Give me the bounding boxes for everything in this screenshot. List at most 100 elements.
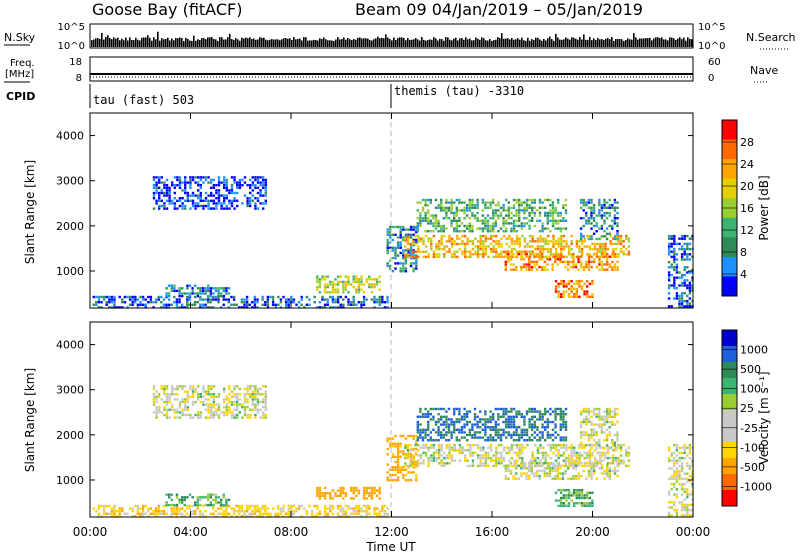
heatmap-cell [245, 303, 249, 306]
heatmap-cell [225, 207, 228, 210]
heatmap-cell [212, 393, 215, 396]
heatmap-cell [209, 306, 212, 309]
heatmap-cell [323, 306, 327, 309]
heatmap-cell [253, 510, 257, 513]
heatmap-cell [445, 245, 449, 248]
heatmap-cell [181, 294, 184, 298]
heatmap-cell [415, 225, 418, 229]
heatmap-cell [508, 237, 511, 240]
nsky-bar [435, 38, 437, 47]
heatmap-cell [512, 224, 516, 228]
heatmap-cell [427, 423, 430, 426]
heatmap-cell [389, 479, 392, 482]
nsky-bar [481, 37, 483, 47]
heatmap-cell [487, 454, 490, 457]
heatmap-cell [326, 515, 329, 518]
heatmap-cell [590, 423, 593, 426]
heatmap-cell [625, 449, 628, 452]
heatmap-cell [344, 283, 348, 286]
nsky-bar [351, 40, 353, 47]
heatmap-cell [554, 436, 557, 439]
heatmap-cell [535, 255, 539, 258]
heatmap-cell [573, 459, 576, 462]
nsky-bar [151, 40, 153, 47]
heatmap-cell [579, 198, 583, 202]
heatmap-cell [176, 411, 179, 414]
heatmap-cell [522, 464, 526, 467]
heatmap-cell [683, 279, 686, 282]
heatmap-cell [412, 257, 415, 260]
heatmap-cell [249, 191, 252, 195]
heatmap-cell [303, 306, 306, 309]
heatmap-cell [189, 207, 192, 210]
power-colorbar-label: Power [dB] [757, 175, 771, 240]
heatmap-cell [331, 497, 335, 500]
heatmap-cell [562, 290, 565, 293]
heatmap-cell [404, 228, 408, 231]
heatmap-cell [531, 439, 534, 442]
heatmap-cell [171, 199, 174, 202]
heatmap-cell [316, 492, 319, 495]
heatmap-cell [592, 232, 596, 235]
heatmap-cell [678, 247, 681, 251]
heatmap-cell [686, 446, 689, 449]
heatmap-cell [212, 178, 215, 182]
heatmap-cell [526, 245, 529, 248]
heatmap-cell [592, 413, 596, 416]
heatmap-cell [321, 295, 324, 299]
heatmap-cell [606, 252, 609, 256]
heatmap-cell [437, 222, 440, 225]
heatmap-cell [168, 393, 171, 396]
heatmap-cell [518, 206, 521, 209]
heatmap-cell [518, 198, 521, 202]
heatmap-cell [424, 214, 427, 217]
heatmap-cell [533, 415, 536, 418]
colorbar-tick-label: 28 [740, 136, 754, 149]
heatmap-cell [171, 184, 174, 187]
heatmap-cell [525, 252, 528, 256]
heatmap-cell [688, 289, 692, 292]
heatmap-cell [515, 461, 518, 465]
heatmap-cell [97, 301, 101, 304]
heatmap-cell [386, 301, 389, 304]
heatmap-cell [466, 410, 469, 413]
heatmap-cell [575, 255, 579, 259]
heatmap-cell [331, 512, 335, 515]
heatmap-cell [160, 189, 163, 192]
heatmap-cell [549, 407, 552, 411]
colorbar-swatch [722, 378, 737, 395]
nsky-bar [215, 39, 217, 47]
heatmap-cell [152, 191, 156, 195]
heatmap-cell [608, 211, 611, 215]
heatmap-cell [411, 250, 415, 253]
heatmap-cell [362, 486, 366, 490]
heatmap-cell [554, 209, 557, 212]
heatmap-cell [627, 245, 631, 248]
heatmap-cell [528, 418, 531, 421]
heatmap-cell [586, 502, 589, 505]
heatmap-cell [204, 178, 208, 182]
freq-unit: [MHz] [5, 69, 34, 80]
heatmap-cell [564, 439, 568, 442]
heatmap-cell [152, 186, 156, 189]
heatmap-cell [531, 237, 534, 240]
heatmap-cell [603, 211, 606, 215]
colorbar-swatch [722, 410, 737, 427]
heatmap-cell [453, 230, 456, 233]
heatmap-cell [592, 407, 596, 411]
heatmap-cell [578, 491, 581, 494]
heatmap-cell [243, 301, 246, 304]
heatmap-cell [141, 504, 145, 508]
heatmap-cell [678, 501, 681, 504]
heatmap-cell [223, 398, 226, 401]
heatmap-cell [154, 510, 158, 513]
nsky-bar [505, 38, 507, 47]
heatmap-cell [188, 292, 192, 295]
heatmap-cell [191, 403, 195, 406]
heatmap-cell [588, 504, 591, 507]
heatmap-cell [675, 477, 679, 481]
heatmap-cell [585, 219, 588, 222]
colorbar-tick-label: -25 [740, 422, 758, 435]
heatmap-cell [469, 240, 472, 243]
